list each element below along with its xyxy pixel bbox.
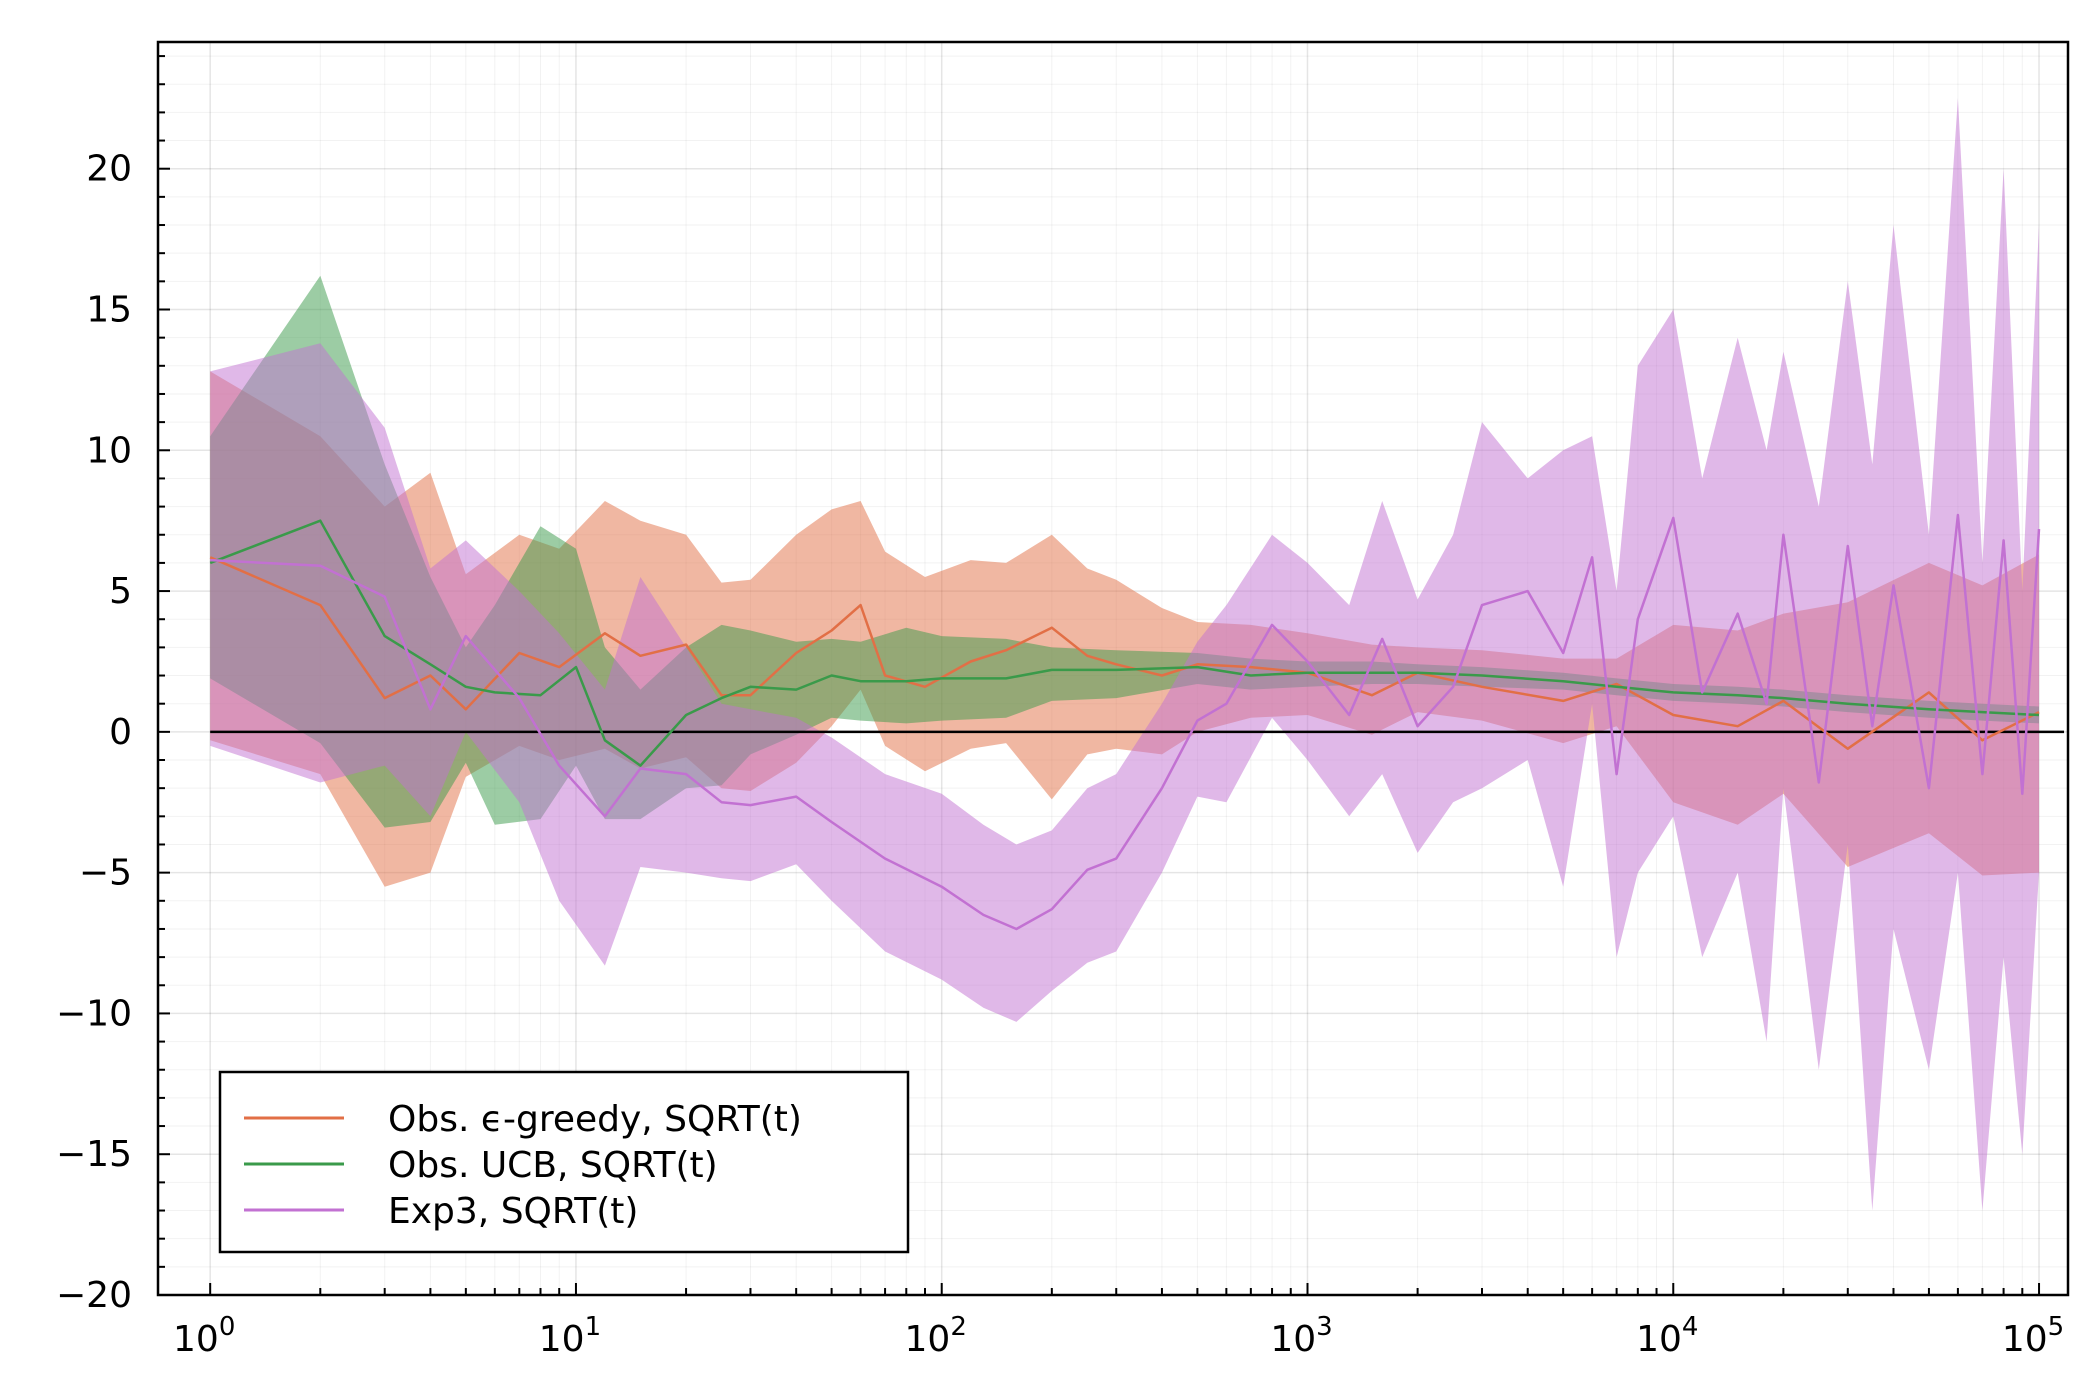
axis-ticks (158, 55, 2041, 1296)
x-tick-label: 100 (173, 1312, 235, 1360)
x-tick-exponent: 0 (219, 1312, 236, 1342)
x-tick-exponent: 3 (1316, 1312, 1333, 1342)
x-tick-label: 101 (539, 1312, 601, 1360)
x-tick-label: 102 (905, 1312, 967, 1360)
x-tick-label: 104 (1636, 1312, 1698, 1360)
legend-box (218, 1070, 910, 1254)
line-series-2 (210, 513, 2041, 931)
y-tick-label: 15 (86, 289, 132, 330)
legend: Obs. ϵ-greedy, SQRT(t) Obs. UCB, SQRT(t) E… (218, 1070, 910, 1254)
y-tick-label: 5 (109, 571, 132, 612)
x-tick-base: 10 (173, 1319, 219, 1360)
series-lines (209, 513, 2041, 931)
legend-label-0: Obs. ϵ-greedy, SQRT(t) (388, 1099, 802, 1140)
y-tick-label: −10 (56, 993, 132, 1034)
x-tick-label: 103 (1270, 1312, 1332, 1360)
x-tick-label: 105 (2002, 1312, 2064, 1360)
plot-frame (156, 40, 2070, 1297)
y-tick-label: −15 (56, 1134, 132, 1175)
line-series-1 (209, 519, 2040, 767)
x-tick-exponent: 1 (585, 1312, 602, 1342)
y-tick-label: 20 (86, 149, 132, 190)
y-tick-label: 10 (86, 430, 132, 471)
x-tick-base: 10 (905, 1319, 951, 1360)
x-tick-base: 10 (1270, 1319, 1316, 1360)
x-tick-base: 10 (539, 1319, 585, 1360)
x-tick-base: 10 (2002, 1319, 2048, 1360)
y-tick-label: −5 (79, 853, 132, 894)
x-tick-base: 10 (1636, 1319, 1682, 1360)
legend-label-2: Exp3, SQRT(t) (388, 1191, 638, 1232)
y-tick-label: −20 (56, 1275, 132, 1316)
x-tick-exponent: 4 (1682, 1312, 1699, 1342)
x-tick-exponent: 2 (950, 1312, 967, 1342)
confidence-bands (210, 98, 2040, 1211)
legend-label-1: Obs. UCB, SQRT(t) (388, 1145, 718, 1186)
y-tick-label: 0 (109, 712, 132, 753)
x-tick-exponent: 5 (2048, 1312, 2065, 1342)
line-series-0 (209, 556, 2040, 750)
